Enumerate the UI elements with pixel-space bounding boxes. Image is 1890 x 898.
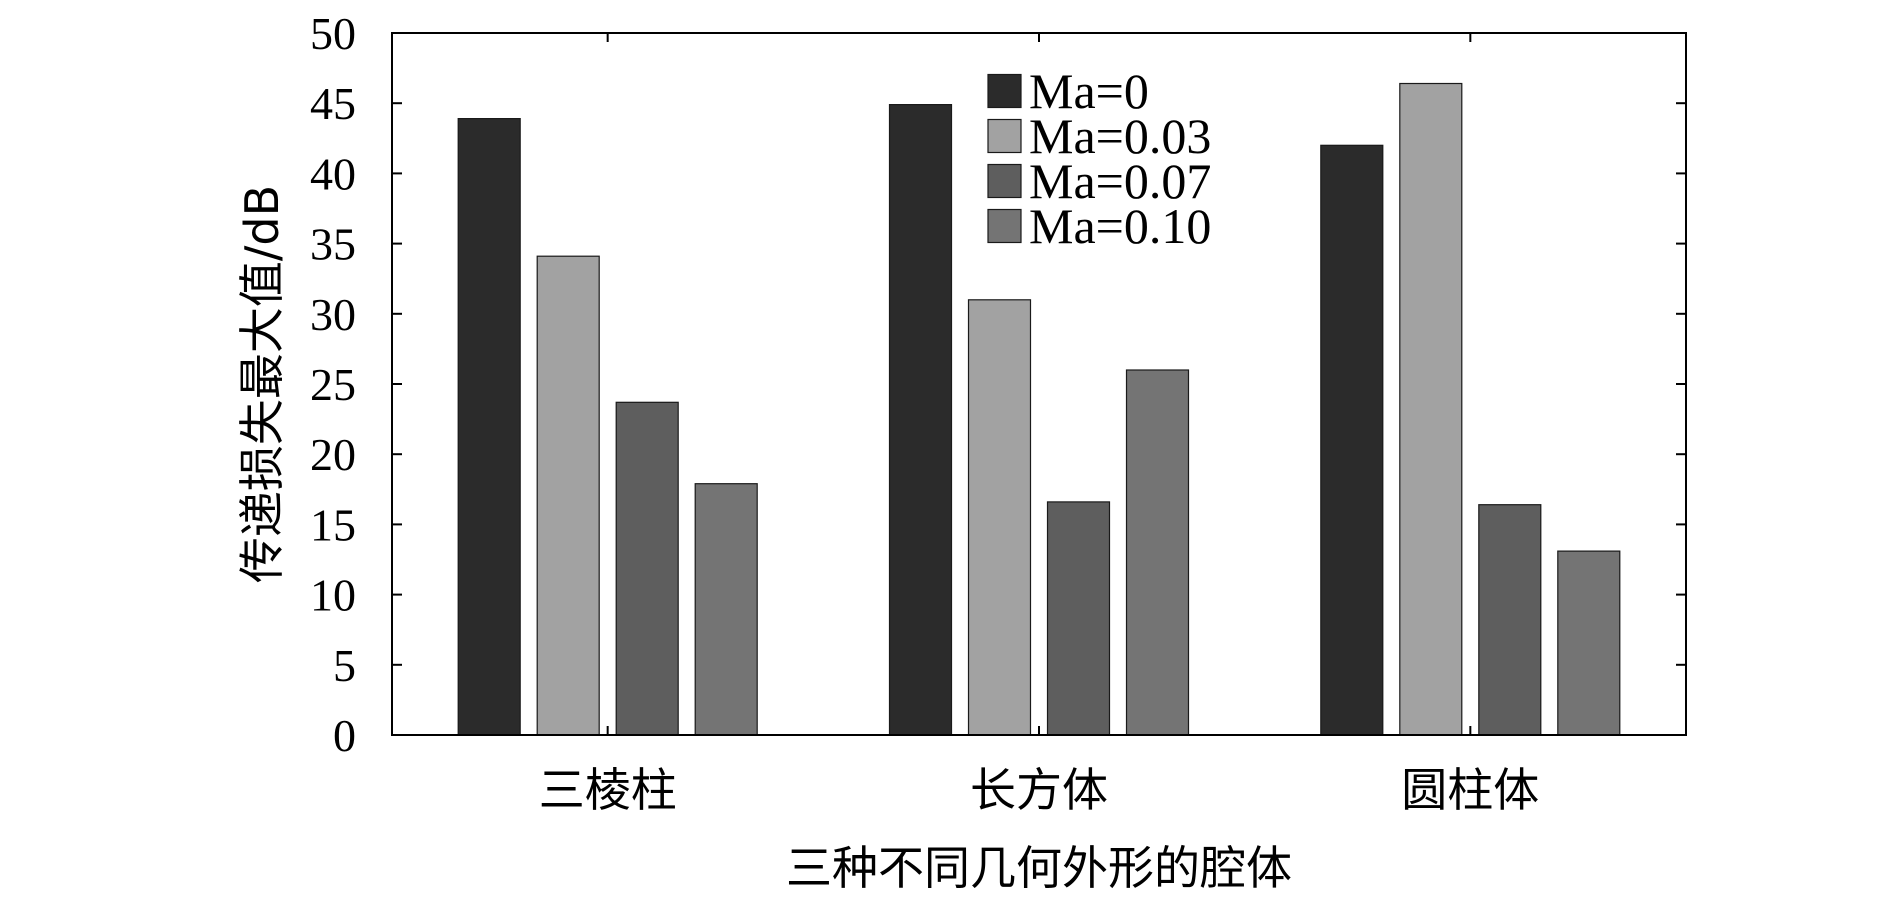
y-axis-title: 传递损失最大值/dB bbox=[235, 185, 289, 583]
bars-group bbox=[457, 82, 1621, 736]
y-tick-label: 40 bbox=[310, 148, 356, 199]
legend-label: Ma=0 bbox=[1029, 63, 1149, 119]
bar-3-series-4 bbox=[1557, 550, 1621, 736]
bar-2-series-1 bbox=[888, 103, 953, 736]
y-tick-labels: 0 5 10 15 20 25 30 35 40 45 50 bbox=[310, 8, 356, 761]
legend-label: Ma=0.10 bbox=[1029, 198, 1211, 254]
y-tick-label: 20 bbox=[310, 429, 356, 480]
y-tick-label: 25 bbox=[310, 359, 356, 410]
axis-ticks bbox=[392, 32, 1686, 736]
legend-swatch bbox=[987, 208, 1022, 244]
bar-2-series-3 bbox=[1046, 501, 1111, 736]
y-tick-label: 10 bbox=[310, 570, 356, 621]
legend-swatch bbox=[987, 73, 1022, 109]
bar-1-series-1 bbox=[457, 117, 521, 736]
legend-label: Ma=0.07 bbox=[1029, 153, 1211, 209]
x-category-label: 长方体 bbox=[970, 763, 1108, 817]
y-tick-label: 35 bbox=[310, 219, 356, 270]
legend-swatch bbox=[987, 163, 1022, 199]
y-tick-label: 0 bbox=[333, 710, 356, 761]
bar-2-series-2 bbox=[967, 299, 1032, 736]
y-tick-label: 30 bbox=[310, 289, 356, 340]
x-category-labels: 三棱柱 长方体 圆柱体 bbox=[539, 763, 1540, 817]
y-tick-label: 50 bbox=[310, 8, 356, 59]
x-category-label: 圆柱体 bbox=[1401, 763, 1539, 817]
x-category-label: 三棱柱 bbox=[539, 763, 677, 817]
y-tick-label: 45 bbox=[310, 78, 356, 129]
y-tick-label: 5 bbox=[333, 640, 356, 691]
bar-3-series-2 bbox=[1399, 82, 1463, 736]
bar-1-series-2 bbox=[536, 255, 600, 736]
bar-2-series-4 bbox=[1125, 369, 1190, 736]
legend-swatch bbox=[987, 118, 1022, 154]
bar-3-series-3 bbox=[1478, 504, 1542, 736]
bar-3-series-1 bbox=[1320, 144, 1384, 736]
bar-1-series-4 bbox=[694, 483, 758, 736]
y-tick-label: 15 bbox=[310, 499, 356, 550]
legend-label: Ma=0.03 bbox=[1029, 108, 1211, 164]
bar-1-series-3 bbox=[615, 401, 679, 736]
x-axis-title: 三种不同几何外形的腔体 bbox=[786, 841, 1292, 895]
